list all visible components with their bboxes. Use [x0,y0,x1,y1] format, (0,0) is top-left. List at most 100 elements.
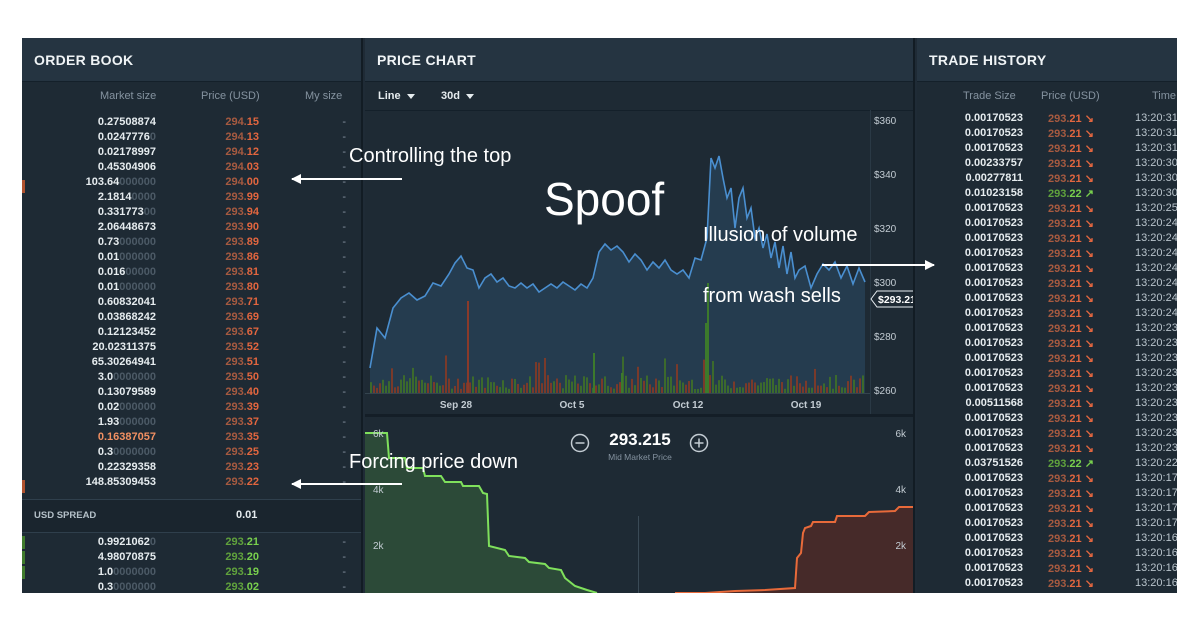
trade-size-header: Trade Size [963,90,1016,102]
trade-row[interactable]: 0.00170523 293.21 ↘ 13:20:24 [917,217,1177,232]
volume-bar [457,378,459,393]
depth-right-tick: 2k [895,541,907,552]
trade-row[interactable]: 0.00170523 293.21 ↘ 13:20:23 [917,427,1177,442]
ask-row[interactable]: 103.64000000 294.00 - [22,176,361,191]
trade-row[interactable]: 0.01023158 293.22 ↗ 13:20:30 [917,187,1177,202]
trade-row[interactable]: 0.00170523 293.21 ↘ 13:20:24 [917,277,1177,292]
ask-row[interactable]: 65.30264941 293.51 - [22,356,361,371]
trade-row[interactable]: 0.00170523 293.21 ↘ 13:20:17 [917,502,1177,517]
trade-price-cell: 293.21 ↘ [1048,442,1098,455]
ask-row[interactable]: 0.13079589 293.40 - [22,386,361,401]
ask-row[interactable]: 0.12123452 293.67 - [22,326,361,341]
trade-row[interactable]: 0.00170523 293.21 ↘ 13:20:17 [917,472,1177,487]
volume-spike [467,301,469,393]
trade-row[interactable]: 0.00170523 293.21 ↘ 13:20:17 [917,487,1177,502]
price-suffix: 21 [1069,293,1082,305]
price-prefix: 293. [225,236,247,248]
ask-row[interactable]: 0.16387057 293.35 - [22,431,361,446]
trade-row[interactable]: 0.00170523 293.21 ↘ 13:20:16 [917,562,1177,577]
ask-row[interactable]: 0.22329358 293.23 - [22,461,361,476]
ask-row[interactable]: 0.27508874 294.15 - [22,116,361,131]
ask-row[interactable]: 3.00000000 293.50 - [22,371,361,386]
trade-row[interactable]: 0.00170523 293.21 ↘ 13:20:23 [917,367,1177,382]
trade-row[interactable]: 0.00511568 293.21 ↘ 13:20:16 [917,592,1177,593]
my-size-cell: - [342,161,346,173]
trade-row[interactable]: 0.00170523 293.21 ↘ 13:20:31 [917,142,1177,157]
trade-row[interactable]: 0.00170523 293.21 ↘ 13:20:23 [917,382,1177,397]
price-suffix: 21 [1069,218,1082,230]
ask-row[interactable]: 0.30000000 293.25 - [22,446,361,461]
volume-bar [400,379,402,393]
current-price-label: $293.21 [878,294,915,306]
volume-bar [553,381,555,393]
price-prefix: 293. [1048,338,1070,350]
trade-row[interactable]: 0.00170523 293.21 ↘ 13:20:31 [917,112,1177,127]
trade-size-cell: 0.00170523 [964,562,1023,574]
trade-row[interactable]: 0.00170523 293.21 ↘ 13:20:23 [917,442,1177,457]
trade-row[interactable]: 0.00170523 293.21 ↘ 13:20:23 [917,352,1177,367]
volume-bar [733,381,735,393]
bid-row[interactable]: 1.00000000 293.19 - [22,566,361,581]
ask-row[interactable]: 0.02178997 294.12 - [22,146,361,161]
trade-row[interactable]: 0.00170523 293.21 ↘ 13:20:23 [917,412,1177,427]
ask-row[interactable]: 0.01000000 293.80 - [22,281,361,296]
bid-row[interactable]: 0.30000000 293.02 - [22,581,361,593]
trade-row[interactable]: 0.00170523 293.21 ↘ 13:20:24 [917,262,1177,277]
volume-bar [844,387,846,393]
trade-row[interactable]: 0.00233757 293.21 ↘ 13:20:30 [917,157,1177,172]
ask-row[interactable]: 0.01000000 293.86 - [22,251,361,266]
zoom-in-icon[interactable] [689,433,709,453]
range-dropdown[interactable]: 30d [441,90,474,102]
size-value: 1.93 [97,416,120,428]
trade-row[interactable]: 0.03751526 293.22 ↗ 13:20:22 [917,457,1177,472]
trade-row[interactable]: 0.00170523 293.21 ↘ 13:20:31 [917,127,1177,142]
bid-row[interactable]: 4.98070875 293.20 - [22,551,361,566]
large-order-marker [22,480,25,493]
price-chart-canvas[interactable]: $360 $340 $320 $300 $280 $260 Sep 28 Oct 5 Oct 1… [365,38,915,593]
trade-row[interactable]: 0.00170523 293.21 ↘ 13:20:24 [917,292,1177,307]
price-suffix: 21 [1069,443,1082,455]
ask-row[interactable]: 0.45304906 294.03 - [22,161,361,176]
ask-row[interactable]: 0.02000000 293.39 - [22,401,361,416]
market-size-cell: 2.18140000 [36,191,156,203]
ask-row[interactable]: 2.06448673 293.90 - [22,221,361,236]
trade-price-cell: 293.21 ↘ [1048,262,1098,275]
ask-row[interactable]: 2.18140000 293.99 - [22,191,361,206]
ask-row[interactable]: 0.02477760 294.13 - [22,131,361,146]
trade-time-cell: 13:20:23 [1135,427,1177,439]
volume-bar [700,387,702,393]
ask-row[interactable]: 0.01600000 293.81 - [22,266,361,281]
ask-row[interactable]: 0.33177300 293.94 - [22,206,361,221]
trade-row[interactable]: 0.00170523 293.21 ↘ 13:20:23 [917,337,1177,352]
price-cell: 293.25 [169,446,259,458]
price-cell: 293.69 [169,311,259,323]
ask-row[interactable]: 20.02311375 293.52 - [22,341,361,356]
trade-row[interactable]: 0.00170523 293.21 ↘ 13:20:24 [917,232,1177,247]
trade-row[interactable]: 0.00511568 293.21 ↘ 13:20:23 [917,397,1177,412]
ask-row[interactable]: 1.93000000 293.37 - [22,416,361,431]
trade-row[interactable]: 0.00170523 293.21 ↘ 13:20:24 [917,247,1177,262]
my-size-cell: - [342,146,346,158]
trade-row[interactable]: 0.00170523 293.21 ↘ 13:20:16 [917,532,1177,547]
bid-row[interactable]: 0.99210620 293.21 - [22,536,361,551]
trade-row[interactable]: 0.00170523 293.21 ↘ 13:20:17 [917,517,1177,532]
ask-row[interactable]: 0.60832041 293.71 - [22,296,361,311]
trade-row[interactable]: 0.00170523 293.21 ↘ 13:20:25 [917,202,1177,217]
trade-row[interactable]: 0.00277811 293.21 ↘ 13:20:30 [917,172,1177,187]
ask-row[interactable]: 0.03868242 293.69 - [22,311,361,326]
order-book-panel: ORDER BOOK Market size Price (USD) My si… [22,38,363,593]
market-size-cell: 0.03868242 [36,311,156,323]
zoom-out-icon[interactable] [570,433,590,453]
ask-row[interactable]: 148.85309453 293.22 - [22,476,361,491]
trade-row[interactable]: 0.00170523 293.21 ↘ 13:20:23 [917,322,1177,337]
trade-row[interactable]: 0.00170523 293.21 ↘ 13:20:16 [917,577,1177,592]
chart-type-dropdown[interactable]: Line [378,90,415,102]
trade-price-cell: 293.21 ↘ [1048,487,1098,500]
trade-row[interactable]: 0.00170523 293.21 ↘ 13:20:24 [917,307,1177,322]
trade-row[interactable]: 0.00170523 293.21 ↘ 13:20:16 [917,547,1177,562]
volume-bar [736,387,738,393]
arrow-down-right-icon: ↘ [1081,518,1094,530]
volume-bar [574,375,576,393]
trade-price-cell: 293.21 ↘ [1048,427,1098,440]
ask-row[interactable]: 0.73000000 293.89 - [22,236,361,251]
